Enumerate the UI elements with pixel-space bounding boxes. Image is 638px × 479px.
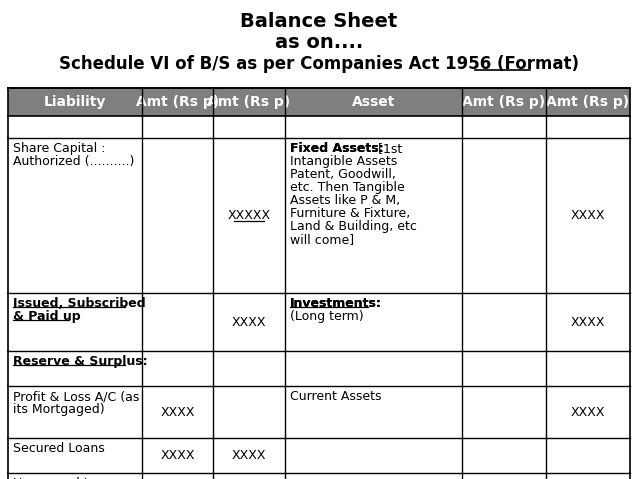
Text: XXXX: XXXX	[160, 406, 195, 419]
Text: Asset: Asset	[352, 95, 395, 109]
Text: [1st: [1st	[375, 142, 403, 155]
Text: Furniture & Fixture,: Furniture & Fixture,	[290, 207, 410, 220]
Text: will come]: will come]	[290, 233, 354, 246]
Text: Investments:: Investments:	[290, 297, 382, 310]
Text: Land & Building, etc: Land & Building, etc	[290, 220, 417, 233]
Text: Secured Loans: Secured Loans	[13, 442, 105, 455]
Text: Assets like P & M,: Assets like P & M,	[290, 194, 400, 207]
Text: (Long term): (Long term)	[290, 310, 364, 323]
Text: Issued, Subscribed: Issued, Subscribed	[13, 297, 145, 310]
Text: Unsecured Loans: Unsecured Loans	[13, 477, 120, 479]
Text: Profit & Loss A/C (as: Profit & Loss A/C (as	[13, 390, 139, 403]
Text: Balance Sheet: Balance Sheet	[241, 12, 397, 31]
Text: Fixed Assets:: Fixed Assets:	[290, 142, 383, 155]
Text: etc. Then Tangible: etc. Then Tangible	[290, 181, 404, 194]
Text: its Mortgaged): its Mortgaged)	[13, 403, 105, 416]
Text: as on....: as on....	[275, 33, 363, 52]
Bar	[8, 88, 630, 116]
Text: Schedule VI of B/S as per Companies Act 1956 (Format): Schedule VI of B/S as per Companies Act …	[59, 55, 579, 73]
Text: Amt (Rs p): Amt (Rs p)	[136, 95, 219, 109]
Text: XXXX: XXXX	[232, 449, 266, 462]
Text: XXXX: XXXX	[160, 449, 195, 462]
Text: Investments:: Investments:	[290, 297, 382, 310]
Text: XXXX: XXXX	[571, 209, 605, 222]
Text: Authorized (..........): Authorized (..........)	[13, 155, 135, 168]
Text: Amt (Rs p): Amt (Rs p)	[547, 95, 630, 109]
Text: XXXX: XXXX	[571, 406, 605, 419]
Text: Patent, Goodwill,: Patent, Goodwill,	[290, 168, 396, 181]
Text: Liability: Liability	[43, 95, 106, 109]
Text: Reserve & Surplus:: Reserve & Surplus:	[13, 355, 147, 368]
Text: Share Capital :: Share Capital :	[13, 142, 105, 155]
Text: Amt (Rs p): Amt (Rs p)	[463, 95, 545, 109]
Text: & Paid up: & Paid up	[13, 310, 80, 323]
Text: Fixed Assets:: Fixed Assets:	[290, 142, 383, 155]
Text: XXXXX: XXXXX	[228, 209, 271, 222]
Text: Intangible Assets: Intangible Assets	[290, 155, 397, 168]
Text: Current Assets: Current Assets	[290, 390, 382, 403]
Text: Amt (Rs p): Amt (Rs p)	[207, 95, 290, 109]
Text: XXXX: XXXX	[571, 316, 605, 329]
Text: XXXX: XXXX	[232, 316, 266, 329]
